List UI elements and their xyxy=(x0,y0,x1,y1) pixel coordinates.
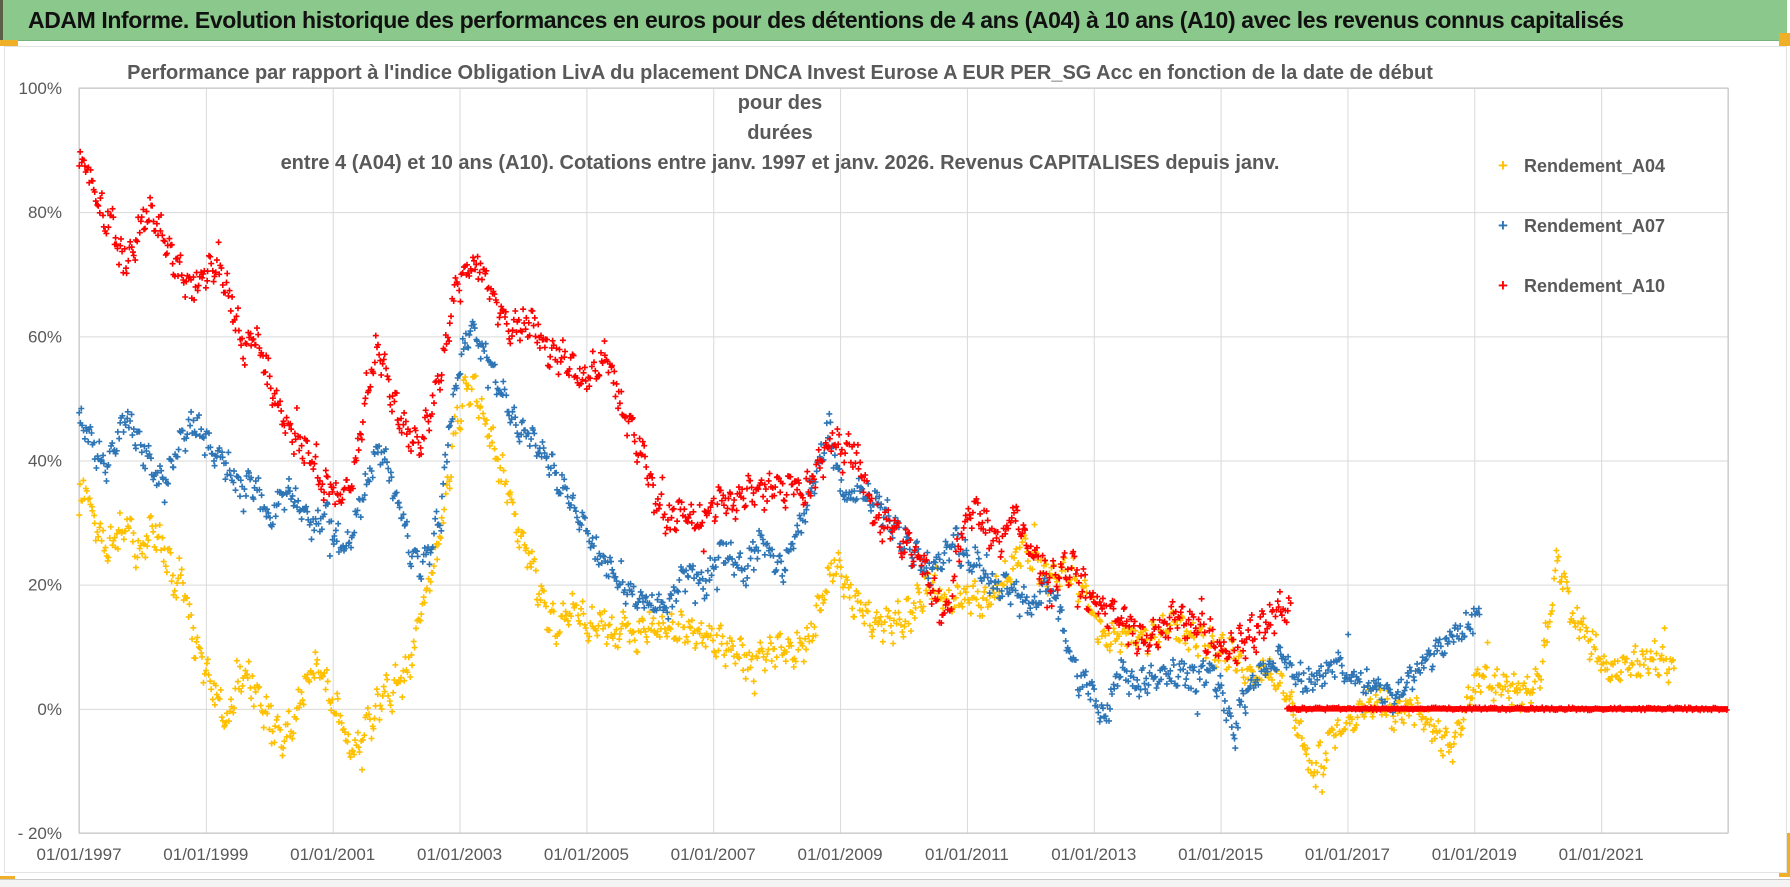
legend-item-rendement-a04[interactable]: + Rendement_A04 xyxy=(1498,148,1665,184)
svg-text:01/01/1997: 01/01/1997 xyxy=(36,845,121,864)
series-Rendement_A04 xyxy=(76,372,1677,795)
svg-text:60%: 60% xyxy=(28,327,62,346)
chart-legend: + Rendement_A04 + Rendement_A07 + Rendem… xyxy=(1498,148,1665,328)
svg-text:01/01/2017: 01/01/2017 xyxy=(1305,845,1390,864)
legend-item-rendement-a07[interactable]: + Rendement_A07 xyxy=(1498,208,1665,244)
svg-text:01/01/2019: 01/01/2019 xyxy=(1432,845,1517,864)
gridlines xyxy=(79,88,1729,834)
svg-text:80%: 80% xyxy=(28,203,62,222)
svg-text:01/01/2007: 01/01/2007 xyxy=(671,845,756,864)
legend-label: Rendement_A04 xyxy=(1524,155,1666,176)
chart-frame[interactable] xyxy=(4,46,1787,873)
legend-label: Rendement_A07 xyxy=(1524,215,1666,236)
svg-text:20%: 20% xyxy=(28,576,62,595)
header-bar: ADAM Informe. Evolution historique des p… xyxy=(3,0,1787,41)
legend-label: Rendement_A10 xyxy=(1524,275,1666,296)
svg-text:01/01/2005: 01/01/2005 xyxy=(544,845,629,864)
svg-text:01/01/2021: 01/01/2021 xyxy=(1559,845,1644,864)
x-axis-labels: 01/01/1997 01/01/1999 01/01/2001 01/01/2003… xyxy=(36,845,1643,864)
svg-text:01/01/1999: 01/01/1999 xyxy=(163,845,248,864)
svg-text:01/01/2011: 01/01/2011 xyxy=(925,845,1009,864)
plus-marker-icon: + xyxy=(1498,156,1508,175)
svg-text:- 20%: - 20% xyxy=(18,824,62,843)
y-axis-labels: 100% 80% 60% 40% 20% 0% - 20% xyxy=(18,79,62,843)
plus-marker-icon: + xyxy=(1498,216,1508,235)
plot-border xyxy=(78,87,1729,834)
gold-accent-top-right xyxy=(1779,33,1790,46)
legend-item-rendement-a10[interactable]: + Rendement_A10 xyxy=(1498,268,1665,304)
svg-text:01/01/2013: 01/01/2013 xyxy=(1051,845,1136,864)
svg-text:01/01/2003: 01/01/2003 xyxy=(417,845,502,864)
svg-text:0%: 0% xyxy=(37,700,62,719)
series-Rendement_A07 xyxy=(76,318,1483,752)
series-Rendement_A10 xyxy=(76,148,1294,667)
svg-text:01/01/2015: 01/01/2015 xyxy=(1178,845,1263,864)
svg-text:01/01/2009: 01/01/2009 xyxy=(798,845,883,864)
svg-text:01/01/2001: 01/01/2001 xyxy=(290,845,375,864)
plus-marker-icon: + xyxy=(1498,276,1508,295)
gold-accent-top-left xyxy=(0,40,18,46)
series-Rendement_A10-zero-markers xyxy=(1284,704,1730,714)
page-title: ADAM Informe. Evolution historique des p… xyxy=(28,6,1624,33)
bottom-strip xyxy=(0,879,1790,887)
svg-text:40%: 40% xyxy=(28,452,62,471)
svg-text:100%: 100% xyxy=(19,79,62,98)
window-left-edge xyxy=(0,0,3,46)
